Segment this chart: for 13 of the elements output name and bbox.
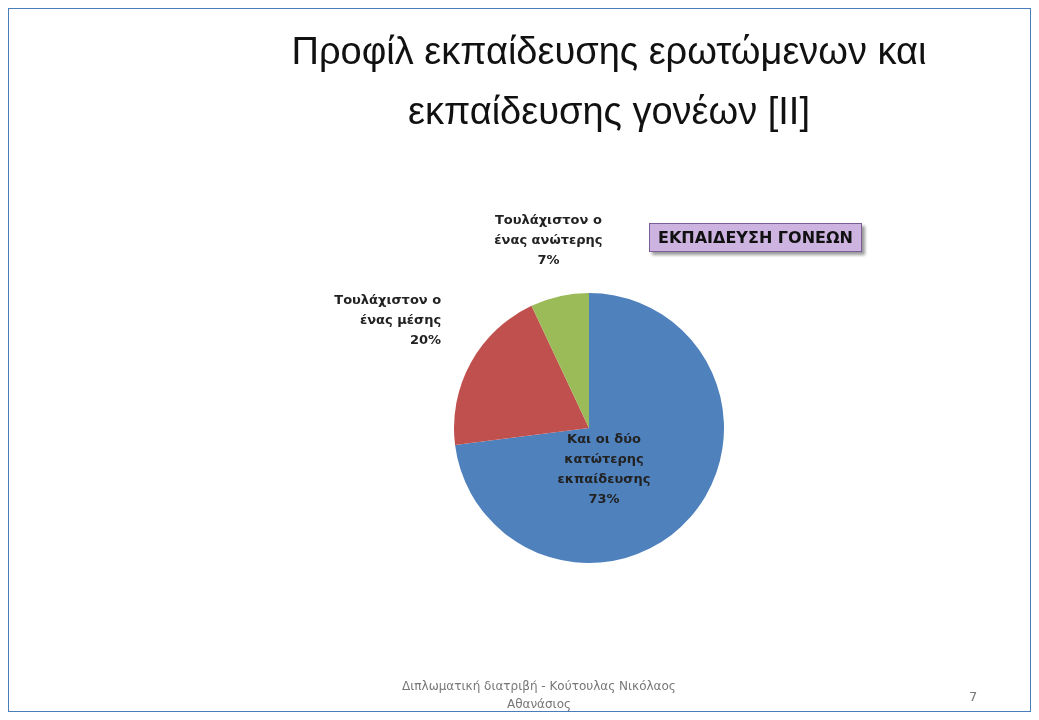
data-label: 20%	[410, 332, 442, 348]
text: Διπλωματική διατριβή - Κούτουλας Νικόλαος Αθανάσιος	[401, 678, 677, 713]
chart-title: Προφίλ εκπαίδευσης ερωτώμενων και εκπαίδευσης γονέων [II]	[290, 29, 928, 134]
slice-label: Τουλάχιστον ο ένας μέσης	[334, 292, 442, 328]
data-label: 7%	[537, 251, 560, 267]
pie-slice	[455, 293, 724, 563]
pie-slice	[454, 305, 589, 445]
data-label: 73%	[588, 491, 620, 506]
text: ΕΚΠΑΙΔΕΥΣΗ ΓΟΝΕΩΝ	[649, 223, 862, 252]
text: 7	[969, 689, 978, 704]
slice-label: Τουλάχιστον ο ένας ανώτερης	[494, 211, 603, 247]
pie-slice	[531, 293, 589, 428]
slice-label: Και οι δύο κατώτερης εκπαίδευσης	[557, 431, 651, 486]
